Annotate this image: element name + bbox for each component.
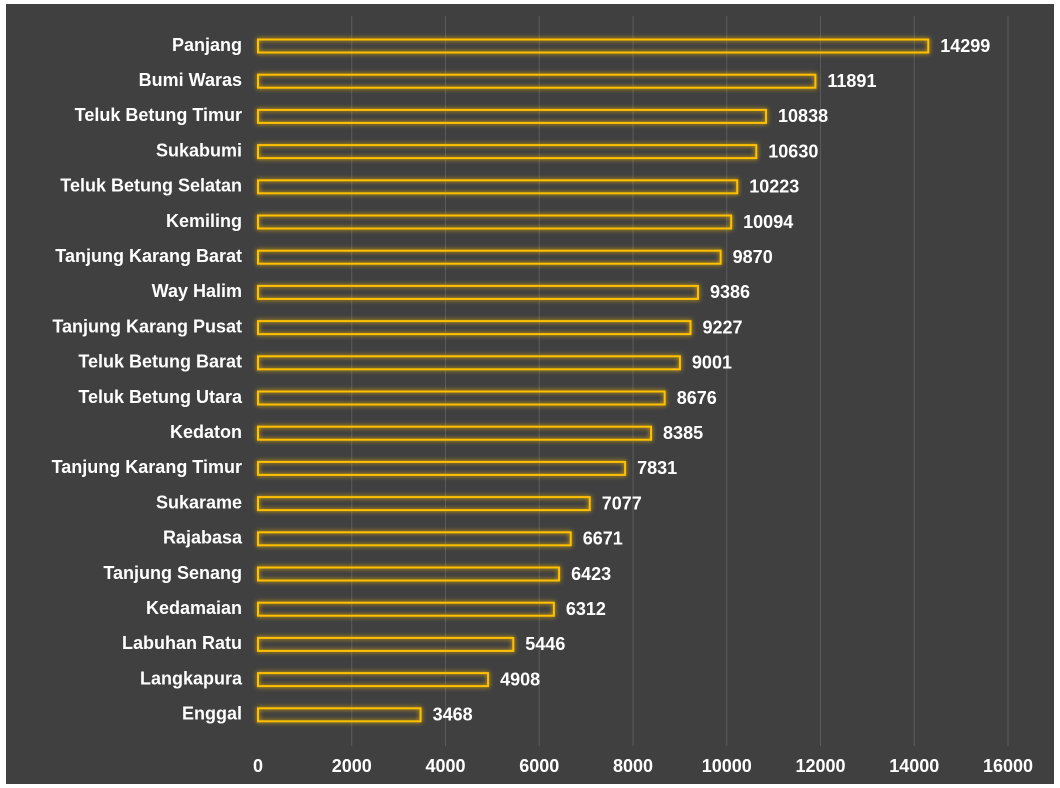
- x-tick-label: 16000: [983, 756, 1033, 776]
- x-axis-tick-labels: 0 2000 4000 6000 8000 10000 12000 14000 16000: [253, 756, 1033, 776]
- x-tick-label: 10000: [702, 756, 752, 776]
- data-label: 7077: [602, 493, 642, 513]
- data-labels: 14299 11891 10838 10630 10223 10094 9870 9386 92…: [433, 36, 991, 725]
- x-tick-label: 0: [253, 756, 263, 776]
- data-label: 6671: [583, 529, 623, 549]
- category-label: Sukarame: [156, 492, 242, 512]
- bar: [257, 601, 555, 617]
- bar: [257, 179, 739, 195]
- category-label: Tanjung Karang Barat: [55, 246, 242, 266]
- category-label: Rajabasa: [163, 528, 243, 548]
- bar: [257, 672, 490, 688]
- data-label: 9386: [710, 282, 750, 302]
- bar: [257, 355, 681, 371]
- bar: [257, 636, 515, 652]
- data-label: 5446: [525, 634, 565, 654]
- category-label: Sukabumi: [156, 140, 242, 160]
- data-label: 11891: [827, 71, 876, 91]
- data-label: 14299: [940, 36, 990, 56]
- x-tick-label: 8000: [613, 756, 653, 776]
- category-label: Enggal: [182, 704, 242, 724]
- category-label: Tanjung Karang Pusat: [52, 316, 242, 336]
- data-label: 10838: [778, 106, 828, 126]
- data-label: 4908: [500, 669, 540, 689]
- gridlines: [351, 16, 1009, 746]
- category-label: Labuhan Ratu: [122, 633, 242, 653]
- x-tick-label: 2000: [332, 756, 372, 776]
- data-label: 3468: [433, 705, 473, 725]
- category-label: Teluk Betung Barat: [78, 352, 242, 372]
- category-label: Kedaton: [170, 422, 242, 442]
- bar: [257, 425, 653, 441]
- data-label: 8676: [677, 388, 717, 408]
- category-label: Way Halim: [152, 281, 242, 301]
- category-label: Tanjung Karang Timur: [52, 457, 242, 477]
- x-tick-label: 12000: [795, 756, 845, 776]
- category-label: Langkapura: [140, 668, 243, 688]
- bar: [257, 320, 692, 336]
- category-label: Teluk Betung Timur: [75, 105, 242, 125]
- category-labels: Panjang Bumi Waras Teluk Betung Timur Sukab…: [52, 35, 243, 724]
- bar: [257, 73, 817, 89]
- data-label: 6312: [566, 599, 606, 619]
- bar: [257, 214, 733, 230]
- data-label: 10630: [768, 141, 818, 161]
- category-label: Panjang: [172, 35, 242, 55]
- bar: [257, 390, 666, 406]
- bar: [257, 531, 572, 547]
- data-label: 6423: [571, 564, 611, 584]
- data-label: 10094: [743, 212, 793, 232]
- x-tick-label: 14000: [889, 756, 939, 776]
- bar: [257, 108, 768, 124]
- chart-area: Panjang Bumi Waras Teluk Betung Timur Sukab…: [6, 4, 1054, 784]
- data-label: 9001: [692, 353, 732, 373]
- category-label: Kemiling: [166, 211, 242, 231]
- category-label: Teluk Betung Utara: [78, 387, 243, 407]
- category-label: Tanjung Senang: [103, 563, 242, 583]
- bar: [257, 460, 627, 476]
- bar: [257, 566, 561, 582]
- bar: [257, 144, 758, 160]
- category-label: Kedamaian: [146, 598, 242, 618]
- x-tick-label: 6000: [519, 756, 559, 776]
- data-label: 8385: [663, 423, 703, 443]
- data-label: 10223: [749, 177, 799, 197]
- data-label: 9870: [733, 247, 773, 267]
- x-tick-label: 4000: [425, 756, 465, 776]
- bar: [257, 38, 930, 54]
- bars: [257, 38, 930, 723]
- data-label: 7831: [637, 458, 677, 478]
- bar: [257, 284, 699, 300]
- bar: [257, 249, 722, 265]
- category-label: Bumi Waras: [139, 70, 242, 90]
- bar: [257, 496, 591, 512]
- category-label: Teluk Betung Selatan: [60, 176, 242, 196]
- data-label: 9227: [703, 317, 743, 337]
- bar: [257, 707, 422, 723]
- bar-chart: Panjang Bumi Waras Teluk Betung Timur Sukab…: [52, 16, 1033, 776]
